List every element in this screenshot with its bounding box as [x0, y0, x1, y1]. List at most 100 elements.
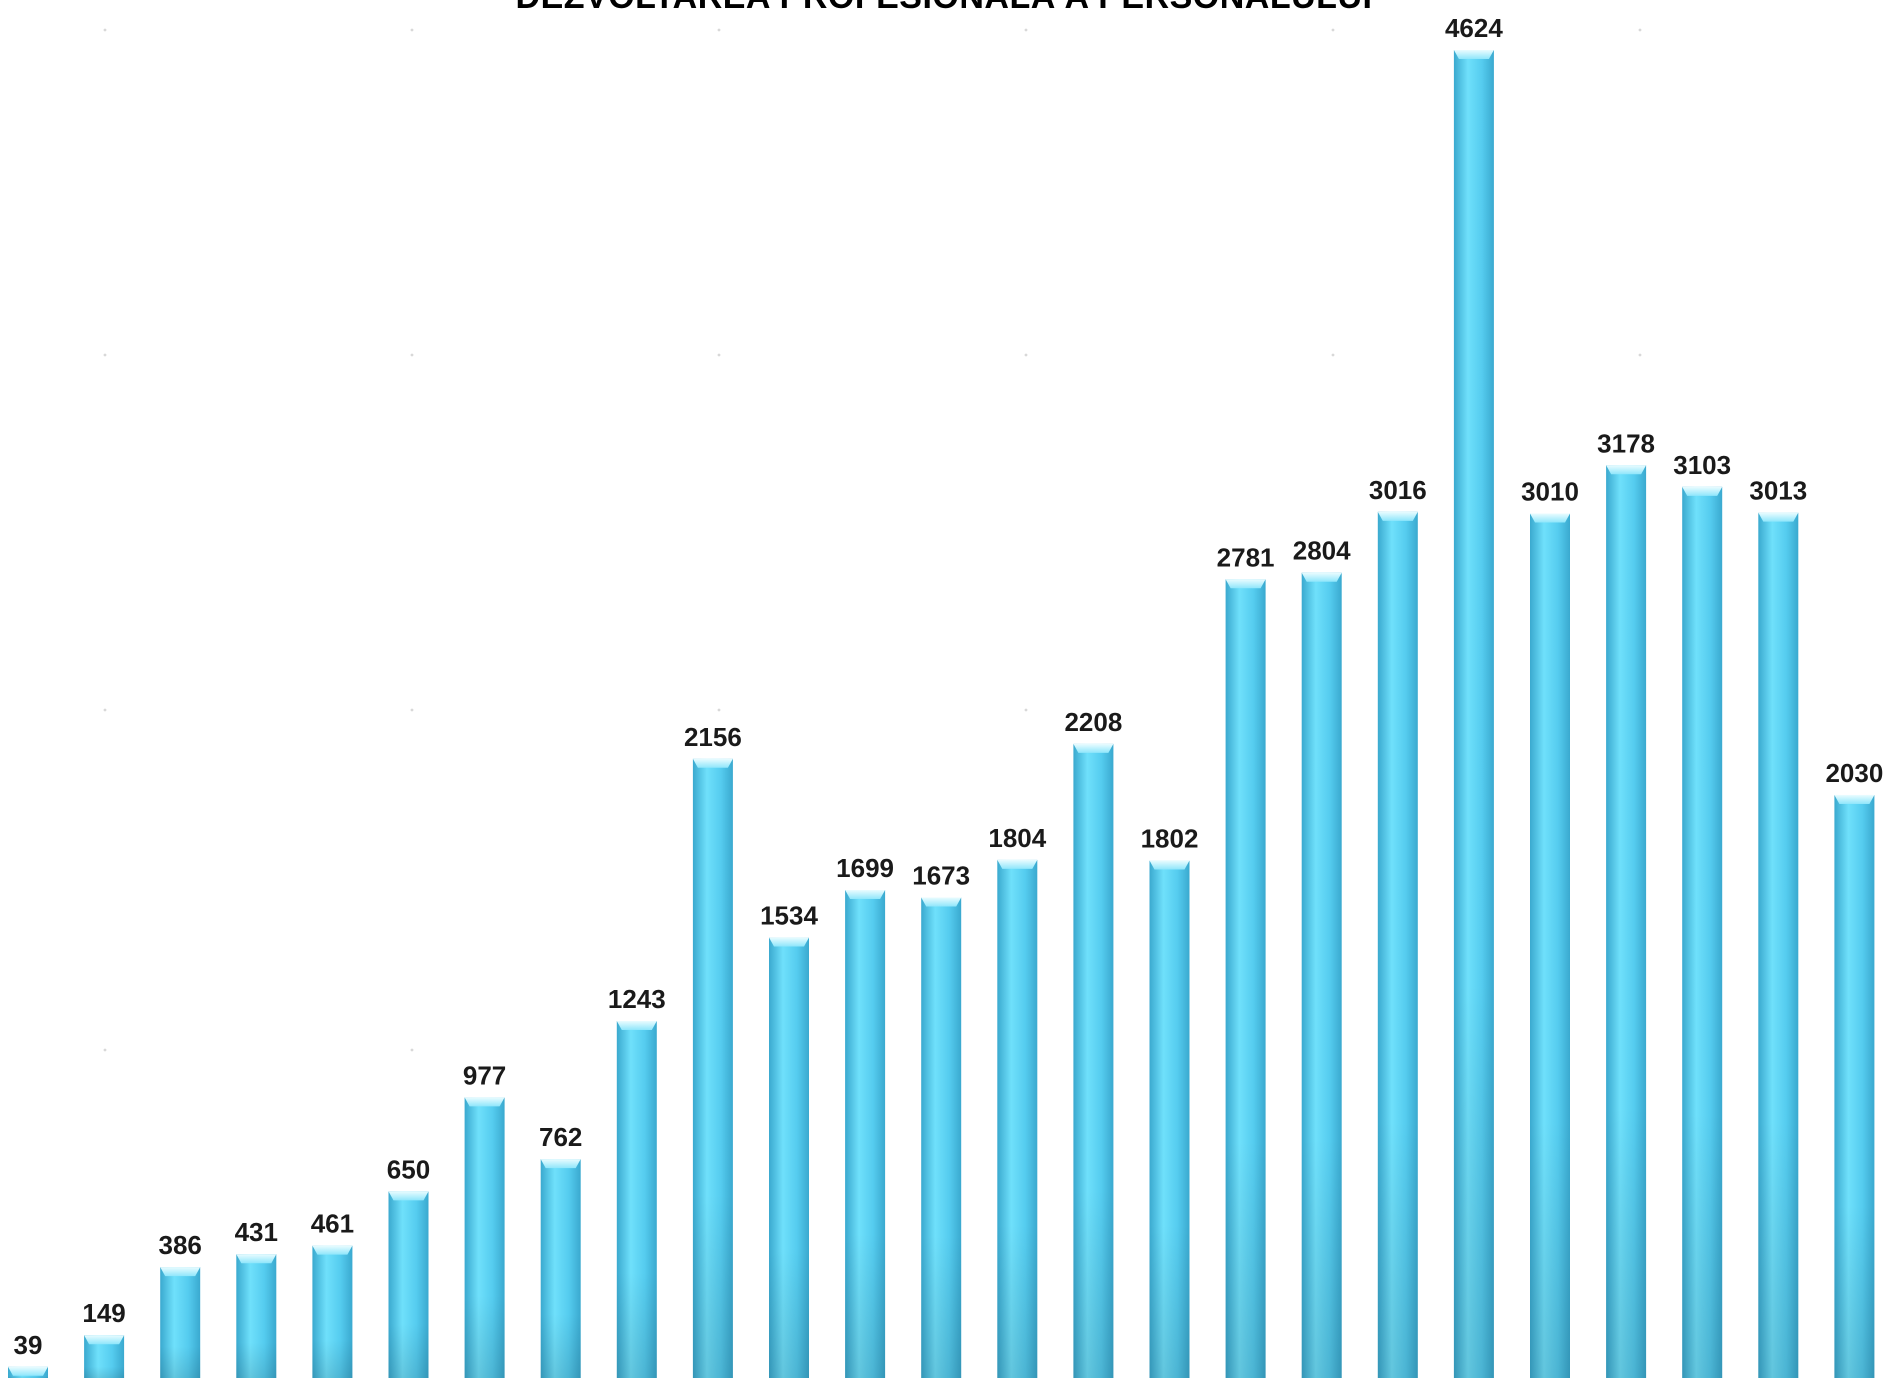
bar	[160, 1267, 201, 1378]
bar-shade	[236, 1254, 277, 1378]
data-label: 977	[463, 1060, 506, 1090]
grid-dot	[1638, 353, 1642, 357]
bar-shade	[921, 897, 962, 1378]
bar	[1301, 572, 1342, 1378]
bar-cap	[845, 890, 886, 900]
data-label: 1534	[760, 900, 818, 930]
grid-dot	[1638, 28, 1642, 32]
chart-title: DEZVOLTAREA PROFESIONALĂ A PERSONALULUI	[0, 0, 1888, 17]
bar-cap	[1377, 511, 1418, 521]
grid-dot	[1024, 28, 1028, 32]
grid-dot	[103, 1048, 107, 1052]
bar	[8, 1366, 48, 1378]
bar	[388, 1191, 429, 1378]
data-label: 2156	[684, 722, 742, 752]
bar-cap	[464, 1097, 505, 1107]
data-label: 39	[14, 1330, 43, 1360]
grid-dot	[103, 353, 107, 357]
bar-cap	[160, 1267, 201, 1277]
bar	[997, 859, 1038, 1378]
data-label: 4624	[1445, 13, 1503, 43]
bar-shade	[1758, 512, 1799, 1378]
bar	[845, 890, 886, 1378]
bar-shade	[540, 1159, 581, 1378]
bar-cap	[692, 758, 733, 768]
data-label: 2208	[1064, 707, 1122, 737]
bar	[1606, 465, 1647, 1378]
bar-shade	[997, 859, 1038, 1378]
bar-shade	[1301, 572, 1342, 1378]
bar-shade	[1225, 579, 1266, 1378]
bar-shade	[769, 937, 809, 1378]
bar-cap	[236, 1254, 277, 1264]
data-label: 1802	[1141, 823, 1199, 853]
bar-shade	[1530, 513, 1570, 1378]
bar	[464, 1097, 505, 1378]
grid-dot	[1331, 28, 1335, 32]
bar-cap	[997, 859, 1038, 869]
grid-dot	[1331, 353, 1335, 357]
bar-cap	[1073, 743, 1114, 753]
grid-dot	[103, 708, 107, 712]
bar	[84, 1335, 125, 1378]
bar-shade	[312, 1245, 353, 1378]
bar-cap	[1758, 512, 1799, 522]
bar-shade	[1073, 743, 1114, 1378]
grid-dot	[717, 708, 721, 712]
bar-cap	[1149, 860, 1190, 870]
data-label: 1804	[988, 823, 1046, 853]
bar-shade	[1149, 860, 1190, 1378]
data-labels-group: 39 149 386 431 461 650 977 762 1243 2156 1534 1699 1…	[14, 13, 1884, 1360]
bar-shade	[388, 1191, 429, 1378]
bar	[1225, 579, 1266, 1378]
grid-dot	[717, 28, 721, 32]
bar-cap	[8, 1366, 48, 1376]
bar	[236, 1254, 277, 1378]
bar-cap	[84, 1335, 125, 1345]
data-label: 762	[539, 1122, 582, 1152]
bar-shade	[464, 1097, 505, 1378]
grid-dot	[410, 28, 414, 32]
data-label: 1673	[912, 861, 970, 891]
data-label: 3013	[1749, 476, 1807, 506]
bar	[1834, 794, 1875, 1378]
bar-cap	[1606, 465, 1647, 475]
bar-cap	[1225, 579, 1266, 589]
grid-dot	[410, 1048, 414, 1052]
bar-cap	[921, 897, 962, 907]
data-label: 3178	[1597, 428, 1655, 458]
bar-cap	[1453, 50, 1494, 59]
bar	[616, 1021, 657, 1378]
bar	[1377, 511, 1418, 1378]
bar	[1073, 743, 1114, 1378]
grid-dot	[410, 353, 414, 357]
bars-group	[8, 50, 1875, 1378]
bar-shade	[1606, 465, 1647, 1378]
bar	[769, 937, 809, 1378]
bar-shade	[1453, 50, 1494, 1378]
grid-dot	[103, 28, 107, 32]
bar	[692, 758, 733, 1378]
bar-shade	[845, 890, 886, 1378]
bar-cap	[769, 937, 809, 947]
bar-cap	[540, 1159, 581, 1169]
bar-cap	[1834, 794, 1875, 804]
bar-shade	[1834, 794, 1875, 1378]
data-label: 1243	[608, 984, 666, 1014]
bar	[1530, 513, 1570, 1378]
data-label: 461	[311, 1209, 354, 1239]
bar	[540, 1159, 581, 1378]
grid-dot	[1024, 353, 1028, 357]
data-label: 1699	[836, 853, 894, 883]
data-label: 386	[159, 1230, 202, 1260]
bar-shade	[1682, 486, 1723, 1378]
grid-dot	[410, 708, 414, 712]
data-label: 3103	[1673, 450, 1731, 480]
data-label: 3016	[1369, 475, 1427, 505]
data-label: 149	[82, 1298, 125, 1328]
bar-cap	[1682, 486, 1723, 496]
data-label: 2781	[1217, 542, 1275, 572]
bar-cap	[616, 1021, 657, 1031]
